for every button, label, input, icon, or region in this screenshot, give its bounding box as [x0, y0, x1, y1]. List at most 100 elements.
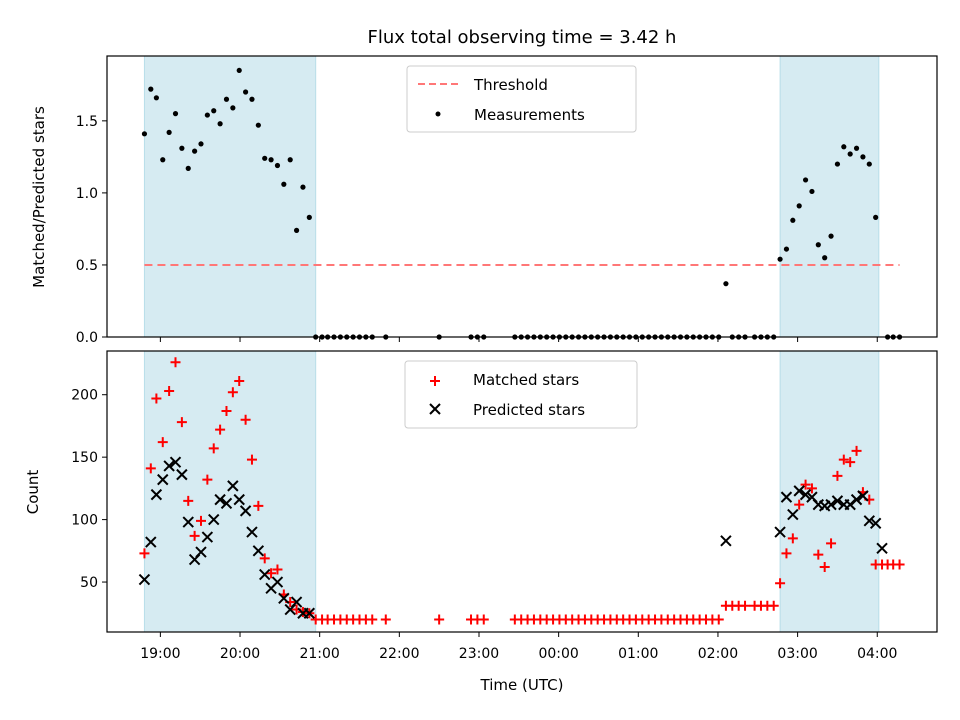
x-tick-label: 23:00 [459, 646, 499, 662]
measurement-point [249, 96, 255, 102]
matched-star-point [195, 515, 206, 526]
measurements-legend-swatch [435, 111, 441, 117]
predicted-star-point [201, 531, 214, 543]
matched-star-point [894, 559, 905, 570]
matched-star-point [826, 538, 837, 549]
matched-star-point [183, 495, 194, 506]
top-x-ticks [159, 337, 878, 342]
measurement-point [809, 188, 815, 195]
predicted-star-point [831, 495, 844, 507]
matched-star-point [259, 553, 270, 564]
measurement-point [160, 157, 166, 163]
predicted-star-point [182, 516, 194, 528]
matched-star-point [240, 414, 251, 425]
top-shaded-regions [143, 55, 880, 338]
measurement-point [274, 162, 281, 169]
predicted-star-point [869, 517, 882, 530]
matched-star-point [478, 614, 489, 625]
predicted-star-point [246, 526, 258, 538]
matched-star-point [215, 424, 226, 435]
matched-star-point [139, 548, 150, 559]
measurement-point [153, 95, 159, 101]
y-tick-label: 0.0 [76, 330, 98, 346]
matched-star-point [151, 393, 162, 404]
measurement-point [796, 203, 802, 209]
top-legend-box [406, 65, 637, 133]
bottom-x-ticks: 19:00 20:00 21:00 22:00 23:00 00:00 01:00 02:00… [140, 632, 897, 662]
predicted-star-point [195, 546, 207, 558]
matched-star-point [775, 578, 786, 589]
x-tick-label: 20:00 [220, 646, 260, 662]
predicted-star-point [774, 526, 786, 538]
y-tick-label: 150 [71, 450, 98, 466]
measurement-point [777, 256, 783, 262]
matched-legend-swatch [430, 376, 440, 386]
bottom-axes-frame [106, 350, 938, 633]
measurement-point [268, 157, 274, 163]
predicted-star-point [138, 573, 151, 586]
matched-legend-label: Matched stars [473, 371, 579, 389]
x-tick-label: 21:00 [299, 646, 339, 662]
matched-star-point [227, 387, 238, 398]
threshold-legend-label: Threshold [473, 76, 548, 94]
bottom-legend-box [404, 360, 638, 429]
predicted-star-point [780, 491, 793, 503]
measurement-point [236, 67, 242, 74]
measurement-point [866, 161, 872, 167]
measurement-point [179, 145, 185, 151]
matched-star-point [164, 385, 175, 396]
measurements-legend-label: Measurements [474, 106, 585, 124]
predicted-star-point [799, 488, 812, 501]
matched-star-point [845, 457, 856, 468]
measurement-point [166, 129, 172, 135]
predicted-star-point [303, 607, 316, 619]
predicted-star-point [290, 596, 303, 608]
matched-star-point [819, 562, 830, 573]
measurement-point [815, 242, 821, 248]
matched-star-point [832, 470, 843, 481]
top-axes-frame [106, 55, 938, 338]
matched-star-point [794, 499, 805, 510]
measurement-point [841, 144, 847, 150]
measurement-point [217, 121, 223, 127]
measurement-point [262, 155, 268, 161]
predicted-star-point [163, 460, 175, 472]
y-tick-label: 0.5 [76, 258, 98, 274]
shaded-region [143, 350, 317, 633]
predicted-star-point [850, 493, 863, 506]
predicted-star-point [233, 493, 245, 506]
top-panel: 0.0 0.5 1.0 1.5 Matched/Predicted stars Thr… [30, 55, 938, 346]
matched-star-point [806, 483, 817, 494]
measurement-point [192, 148, 198, 154]
predicted-star-point [252, 545, 265, 557]
matched-star-point [202, 474, 213, 485]
predicted-star-point [857, 490, 869, 502]
x-tick-label: 02:00 [698, 646, 738, 662]
predicted-star-point [169, 456, 182, 468]
predicted-star-point [150, 488, 163, 501]
measurement-point [873, 214, 879, 220]
measurement-point [230, 105, 236, 111]
predicted-star-point [239, 505, 252, 517]
matched-star-point [266, 568, 277, 579]
measurement-point [300, 184, 306, 190]
predicted-star-point [214, 493, 226, 506]
matched-star-point [189, 530, 200, 541]
measurement-point [287, 157, 293, 163]
predicted-star-point [863, 515, 876, 527]
y-tick-label: 1.0 [76, 186, 98, 202]
shaded-region [143, 55, 317, 338]
matched-star-point [851, 445, 862, 456]
chart-title: Flux total observing time = 3.42 h [368, 27, 677, 48]
x-tick-label: 03:00 [777, 646, 817, 662]
y-tick-label: 200 [71, 388, 98, 404]
matched-star-point [838, 454, 849, 465]
measurement-point [860, 154, 866, 160]
predicted-stars-series [138, 456, 888, 619]
matched-star-point [813, 549, 824, 560]
measurement-point [223, 96, 230, 102]
matched-star-point [221, 405, 232, 416]
top-y-axis-label: Matched/Predicted stars [30, 106, 48, 288]
x-axis-label: Time (UTC) [480, 676, 564, 694]
matched-star-point [380, 614, 391, 625]
